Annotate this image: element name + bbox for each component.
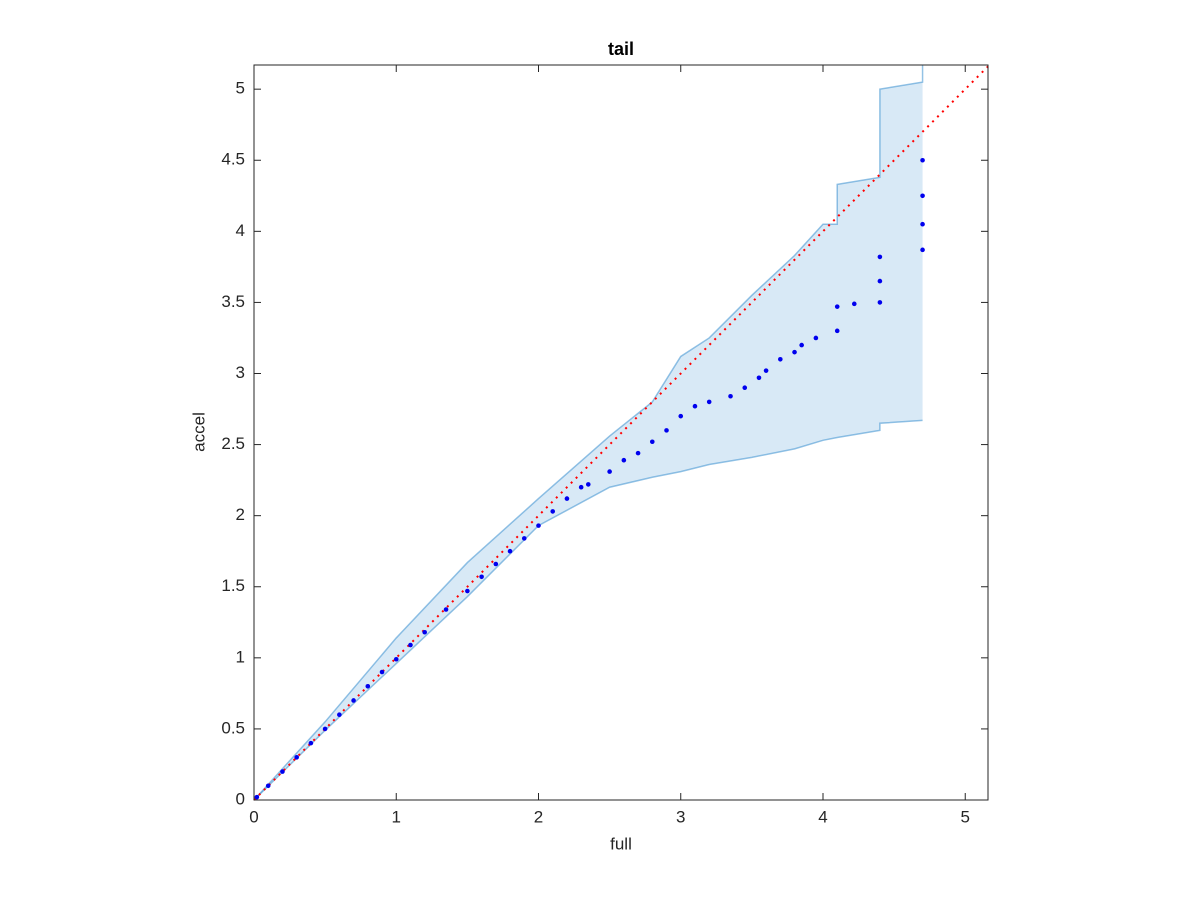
data-point	[920, 221, 925, 227]
data-point	[379, 669, 385, 675]
x-tick-label: 4	[818, 807, 827, 826]
data-point	[564, 496, 570, 501]
data-point	[493, 561, 499, 567]
data-point	[254, 794, 260, 800]
data-point	[422, 629, 427, 635]
y-tick-label: 1	[236, 647, 245, 666]
y-tick-label: 0.5	[221, 718, 245, 737]
data-point	[337, 712, 342, 718]
data-point	[851, 301, 857, 307]
x-tick-label: 0	[249, 807, 258, 826]
band-lower	[253, 419, 923, 801]
data-point	[507, 548, 513, 554]
band-upper	[253, 65, 924, 801]
data-point	[465, 588, 470, 594]
y-tick-label: 1.5	[221, 576, 245, 595]
data-point	[578, 484, 584, 490]
data-point	[621, 457, 627, 463]
y-tick-label: 2	[236, 505, 245, 524]
confidence-band	[254, 65, 923, 800]
x-tick-label: 1	[392, 807, 401, 826]
chart-title: tail	[608, 39, 634, 59]
data-point	[834, 304, 840, 309]
data-point	[678, 413, 684, 419]
y-tick-label: 3.5	[221, 292, 245, 311]
data-point	[813, 335, 819, 341]
x-tick-label: 5	[961, 807, 970, 826]
data-point	[799, 342, 804, 348]
y-tick-label: 5	[236, 79, 245, 98]
data-point	[763, 368, 769, 373]
data-point	[706, 399, 712, 405]
data-point	[365, 683, 371, 689]
data-point	[550, 509, 556, 514]
data-point	[756, 375, 762, 381]
data-point	[607, 469, 612, 474]
data-point	[479, 574, 484, 580]
data-point	[649, 439, 655, 445]
data-point	[322, 726, 328, 732]
data-point	[920, 247, 925, 253]
data-point	[778, 356, 783, 362]
y-tick-label: 2.5	[221, 434, 245, 453]
data-point	[792, 349, 797, 355]
data-point	[521, 536, 527, 541]
data-point	[635, 450, 641, 456]
y-tick-label: 4	[236, 221, 245, 240]
x-tick-label: 3	[676, 807, 685, 826]
data-point	[408, 642, 413, 648]
data-point	[742, 385, 748, 391]
data-point	[308, 740, 314, 746]
data-point	[664, 428, 669, 433]
data-point	[351, 698, 356, 703]
data-point	[280, 769, 285, 774]
y-axis-label: accel	[189, 412, 208, 452]
data-point	[834, 328, 840, 334]
data-point	[728, 393, 733, 399]
y-tick-label: 0	[236, 789, 245, 808]
data-point	[536, 523, 541, 528]
data-point	[443, 607, 449, 612]
data-point	[877, 278, 883, 284]
x-tick-label: 2	[534, 807, 543, 826]
x-axis-label: full	[610, 834, 632, 853]
data-point	[585, 482, 591, 487]
data-point	[393, 656, 399, 662]
data-point	[920, 157, 925, 163]
data-point	[294, 755, 299, 760]
y-tick-label: 4.5	[221, 150, 245, 169]
reference-line	[253, 65, 989, 801]
data-point	[265, 783, 271, 789]
data-point	[692, 403, 698, 409]
data-point	[920, 193, 925, 199]
data-point	[877, 300, 883, 305]
y-tick-label: 3	[236, 363, 245, 382]
data-point	[877, 254, 883, 260]
plot-frame	[253, 64, 989, 801]
